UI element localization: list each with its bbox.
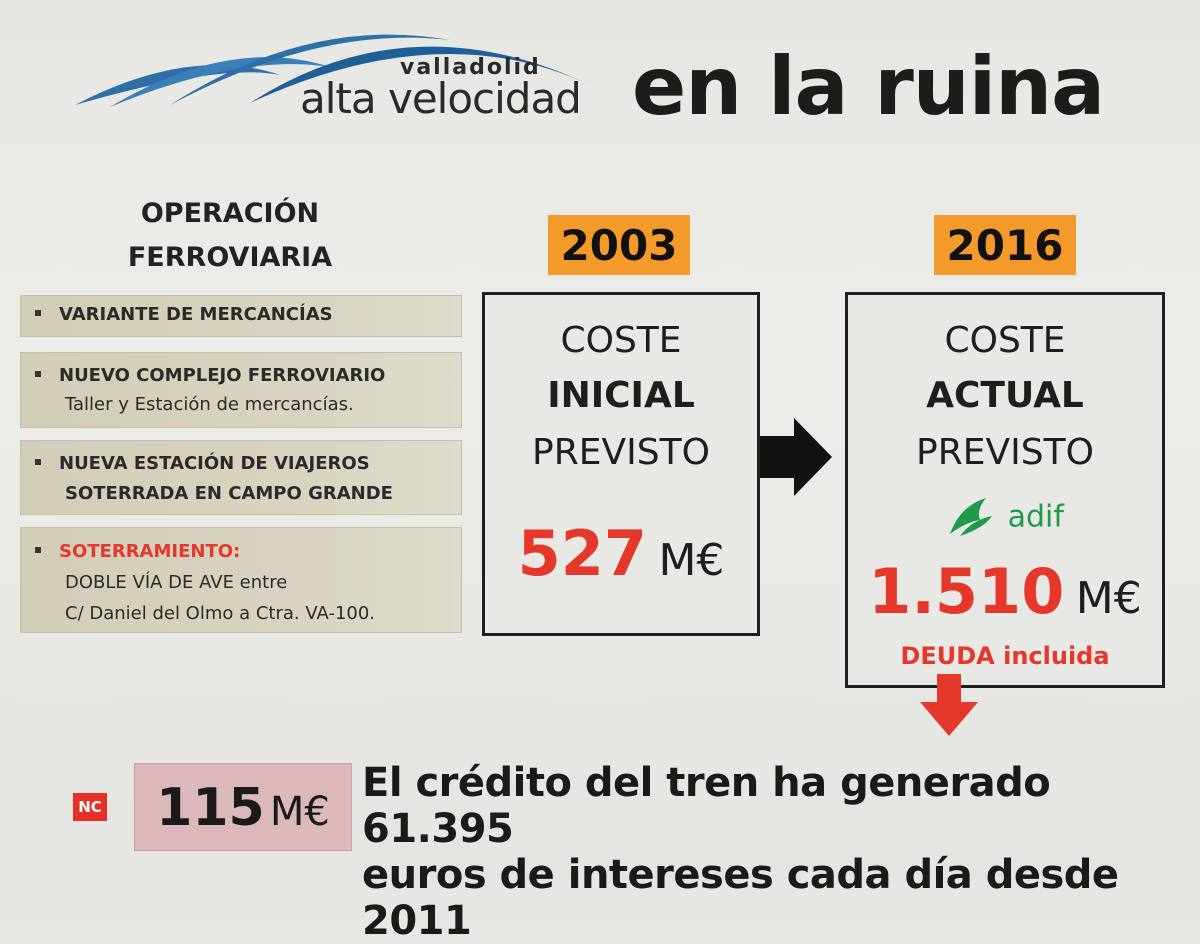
adif-logo: adif: [848, 495, 1162, 543]
news-headline: El crédito del tren ha generado 61.395 e…: [362, 760, 1182, 944]
list-item-sub: Taller y Estación de mercancías.: [65, 394, 354, 415]
cost-initial-unit: M€: [658, 535, 725, 586]
cost-actual-line2: ACTUAL: [926, 375, 1084, 416]
cost-actual-box: COSTE ACTUAL PREVISTO adif 1.510 M€ DEUD…: [845, 292, 1165, 688]
bullet-icon: [35, 547, 41, 553]
list-item-soterramiento: SOTERRAMIENTO: DOBLE VÍA DE AVE entre C/…: [20, 527, 462, 633]
cost-initial-value: 527: [517, 517, 647, 590]
logo-arcs-graphic: [75, 34, 590, 107]
list-item-estacion: NUEVA ESTACIÓN DE VIAJEROS SOTERRADA EN …: [20, 440, 462, 515]
news-line2: euros de intereses cada día desde 2011: [362, 852, 1119, 944]
logo-name-text: alta velocidad: [300, 74, 582, 123]
list-item-sub-line1: DOBLE VÍA DE AVE entre: [65, 572, 288, 593]
cost-actual-unit: M€: [1075, 573, 1142, 624]
list-item-title: VARIANTE DE MERCANCÍAS: [59, 304, 333, 325]
list-item-complejo: NUEVO COMPLEJO FERROVIARIO Taller y Esta…: [20, 352, 462, 428]
cost-initial-line1: COSTE: [560, 320, 682, 361]
bullet-icon: [35, 459, 41, 465]
nc-badge: NC: [73, 793, 107, 821]
list-item-variante: VARIANTE DE MERCANCÍAS: [20, 295, 462, 337]
news-amount-value: 115: [156, 778, 265, 838]
right-arrow-icon: [760, 418, 832, 496]
list-item-sub-line2: C/ Daniel del Olmo a Ctra. VA-100.: [65, 603, 376, 624]
news-line1: El crédito del tren ha generado 61.395: [362, 760, 1051, 852]
cost-actual-value: 1.510: [868, 555, 1065, 628]
list-item-title-line2: SOTERRADA EN CAMPO GRANDE: [65, 483, 393, 504]
list-item-title: NUEVO COMPLEJO FERROVIARIO: [59, 365, 386, 386]
operation-title-line1: OPERACIÓN: [140, 198, 320, 229]
year-badge-initial: 2003: [548, 215, 690, 275]
cost-actual-amount: 1.510 M€: [848, 555, 1162, 628]
cost-initial-box: COSTE INICIAL PREVISTO 527 M€: [482, 292, 760, 636]
cost-actual-note: DEUDA incluida: [900, 642, 1110, 670]
cost-initial-amount: 527 M€: [485, 517, 757, 590]
year-badge-actual: 2016: [934, 215, 1076, 275]
list-item-title: SOTERRAMIENTO:: [59, 541, 241, 562]
down-arrow-icon: [920, 674, 978, 736]
cost-actual-line1: COSTE: [944, 320, 1066, 361]
headline: en la ruina: [632, 40, 1105, 133]
operation-title-line2: FERROVIARIA: [127, 242, 333, 273]
operation-title: OPERACIÓN FERROVIARIA: [110, 192, 350, 280]
adif-logo-text: adif: [1007, 499, 1064, 535]
bullet-icon: [35, 371, 41, 377]
cost-initial-line2: INICIAL: [547, 375, 695, 416]
news-amount-unit: M€: [269, 789, 330, 835]
cost-actual-line3: PREVISTO: [916, 432, 1094, 473]
cost-initial-line3: PREVISTO: [532, 432, 710, 473]
news-amount-box: 115 M€: [134, 763, 352, 851]
adif-logo-icon: [950, 498, 993, 536]
list-item-title-line1: NUEVA ESTACIÓN DE VIAJEROS: [59, 453, 370, 474]
logo-city-text: valladolid: [400, 55, 541, 80]
bullet-icon: [35, 310, 41, 316]
